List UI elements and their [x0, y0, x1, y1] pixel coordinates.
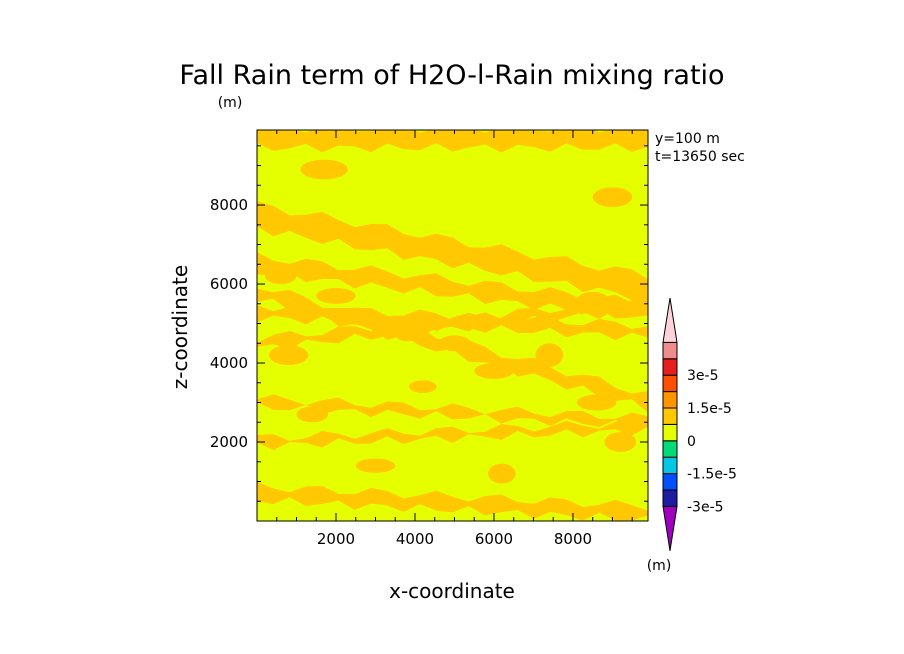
- contour-patch: [264, 268, 297, 285]
- x-tick-label: 8000: [554, 530, 592, 548]
- contour-patch: [576, 394, 617, 411]
- contour-patch: [409, 380, 437, 394]
- contour-band: [257, 130, 648, 153]
- contour-patch: [488, 463, 516, 484]
- y-tick-label: 2000: [210, 433, 248, 451]
- colorbar-label: 3e-5: [687, 368, 718, 384]
- colorbar-swatch: [662, 440, 678, 458]
- contour-patch: [296, 406, 329, 423]
- colorbar-label: 0: [687, 434, 696, 450]
- x-tick-label: 4000: [396, 530, 434, 548]
- colorbar-swatch: [662, 423, 678, 442]
- contour-patch: [355, 458, 396, 473]
- annotation-y: y=100 m: [655, 131, 720, 147]
- contour-patch: [604, 432, 637, 452]
- colorbar-swatch: [662, 407, 678, 425]
- chart-title: Fall Rain term of H2O-l-Rain mixing rati…: [179, 60, 724, 91]
- colorbar-swatch: [662, 456, 678, 475]
- contour-band: [257, 288, 648, 413]
- colorbar-top-arrow: [662, 297, 678, 343]
- contour-band: [257, 419, 648, 450]
- contour-band: [257, 394, 648, 429]
- colorbar-label: -1.5e-5: [687, 467, 737, 483]
- contour-patch: [576, 291, 609, 308]
- y-tick-label: 6000: [210, 275, 248, 293]
- colorbar-swatch: [662, 358, 678, 376]
- contour-patch: [300, 159, 348, 180]
- contour-patch: [268, 345, 309, 365]
- contour-patch: [592, 187, 633, 208]
- colorbar-swatch: [662, 473, 678, 491]
- colorbar-swatch: [662, 341, 678, 360]
- contour-patch: [393, 321, 421, 342]
- y-axis-label: z-coordinate: [168, 265, 192, 389]
- colorbar-bottom-arrow: [662, 505, 678, 551]
- annotation-time: t=13650 sec: [655, 149, 745, 165]
- contour-band: [257, 294, 648, 350]
- contour-band: [257, 201, 648, 301]
- plot-frame: [256, 129, 649, 522]
- contour-patch: [316, 287, 356, 304]
- contour-patch: [438, 335, 471, 352]
- x-axis-label: x-coordinate: [389, 579, 515, 603]
- colorbar: -3e-5 -1.5e-5 0 1.5e-5 3e-5: [662, 297, 737, 551]
- colorbar-unit: (m): [647, 558, 672, 574]
- colorbar-label: -3e-5: [687, 499, 724, 515]
- contour-field: [257, 130, 648, 521]
- top-unit-label: (m): [218, 95, 243, 111]
- axis-ticks: 2000 4000 6000 8000 2000 4000 6000 8000: [210, 130, 648, 548]
- x-tick-label: 2000: [317, 530, 355, 548]
- contour-patch: [535, 343, 564, 367]
- contour-patch: [474, 363, 514, 379]
- contour-band: [257, 481, 648, 521]
- colorbar-swatch: [662, 489, 678, 507]
- y-tick-label: 4000: [210, 354, 248, 372]
- colorbar-label: 1.5e-5: [687, 401, 732, 417]
- contour-band: [257, 252, 648, 319]
- y-tick-label: 8000: [210, 196, 248, 214]
- colorbar-swatch: [662, 391, 678, 409]
- colorbar-swatch: [662, 374, 678, 393]
- x-tick-label: 6000: [475, 530, 513, 548]
